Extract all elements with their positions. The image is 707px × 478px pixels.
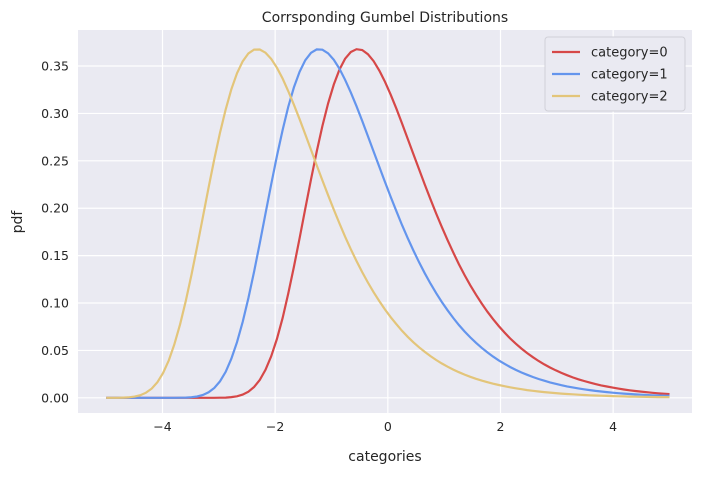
legend: category=0 category=1 category=2 — [544, 36, 686, 112]
x-tick-label: 2 — [497, 419, 505, 434]
series-line-category-1 — [106, 48, 670, 399]
y-tick-label: 0.25 — [41, 153, 69, 168]
y-ticks: 0.00 0.05 0.10 0.15 0.20 0.25 0.30 0.35 — [41, 59, 69, 406]
y-tick-label: 0.35 — [41, 59, 69, 74]
x-axis-label: categories — [348, 449, 421, 465]
legend-label: category=0 — [591, 46, 668, 61]
series-line-category-2 — [106, 48, 670, 399]
series-line-category-0 — [106, 48, 670, 399]
x-tick-label: −2 — [266, 419, 284, 434]
y-axis-label: pdf — [10, 210, 26, 234]
grid — [78, 30, 692, 413]
x-tick-label: 0 — [384, 419, 392, 434]
legend-label: category=2 — [591, 90, 668, 105]
x-tick-label: −4 — [153, 419, 171, 434]
x-ticks: −4 −2 0 2 4 — [153, 419, 617, 434]
x-tick-label: 4 — [609, 419, 617, 434]
y-tick-label: 0.00 — [41, 390, 69, 405]
y-tick-label: 0.30 — [41, 106, 69, 121]
y-tick-label: 0.05 — [41, 343, 69, 358]
legend-label: category=1 — [591, 68, 668, 83]
legend-box — [544, 36, 686, 112]
y-tick-label: 0.20 — [41, 201, 69, 216]
series-lines — [106, 48, 670, 399]
y-tick-label: 0.10 — [41, 296, 69, 311]
chart-title: Corrsponding Gumbel Distributions — [262, 10, 508, 26]
y-tick-label: 0.15 — [41, 248, 69, 263]
